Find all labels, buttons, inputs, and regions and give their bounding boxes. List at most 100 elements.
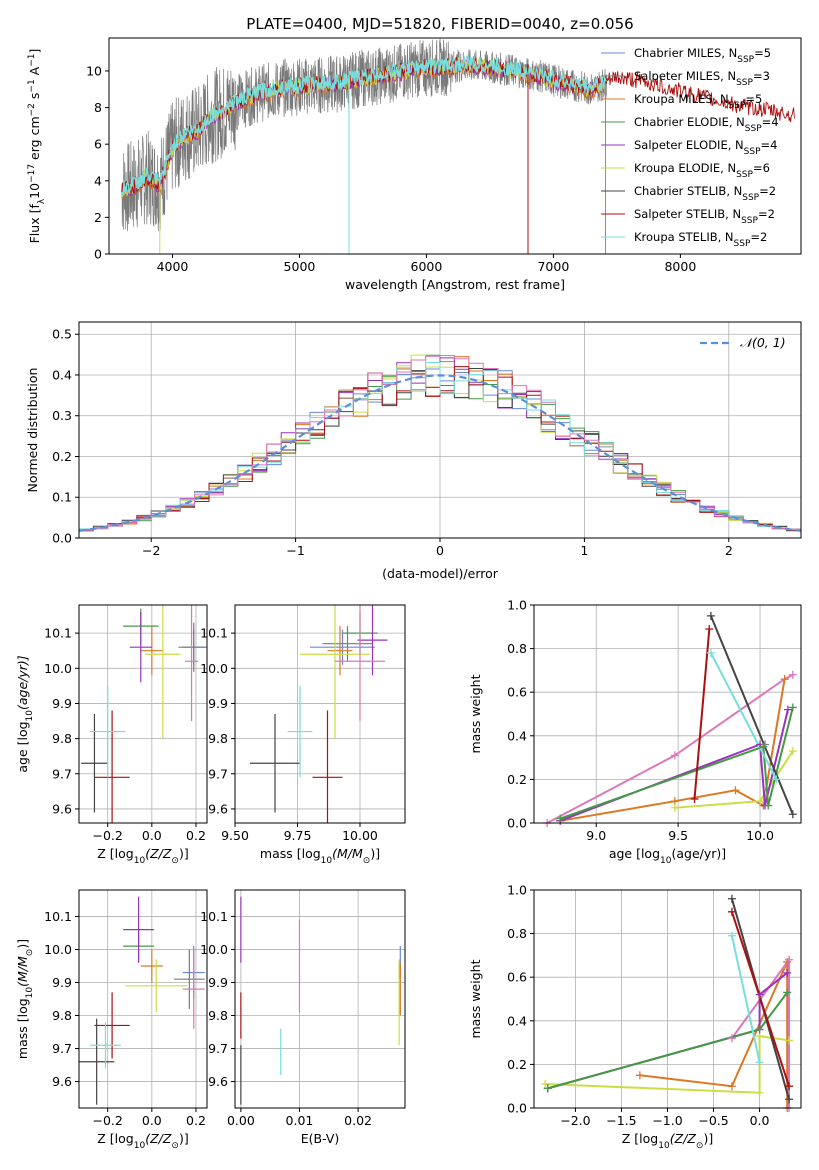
weight-series-line: [559, 707, 794, 820]
weight-point-marker: [756, 797, 765, 806]
residual-histogram: [79, 362, 801, 531]
y-tick-label: 10.0: [200, 661, 228, 676]
x-tick-label: 9.5: [668, 828, 688, 843]
y-tick-label: 10.0: [44, 942, 72, 957]
weight-point-marker: [788, 810, 797, 819]
spectrum-panel: 4000 5000 6000 7000 8000 0 2 4 6 8 10 wavelength [A…: [27, 37, 802, 292]
legend-entry: Chabrier MILES, NSSP=5: [634, 46, 771, 65]
error-bar-point: [300, 605, 370, 739]
ebv-mass-panel: 0.00 0.01 0.02 9.6 9.7 9.8 9.9 10.0 10.1 E(B-V): [200, 889, 406, 1146]
y-tick-label: 9.9: [208, 975, 228, 990]
weight-series-line: [693, 628, 711, 800]
legend-entry: Kroupa STELIB, NSSP=2: [634, 230, 767, 249]
y-tick-label: 4: [94, 173, 102, 188]
error-bar-point: [182, 949, 205, 1029]
error-bar-point: [123, 896, 155, 963]
y-tick-label: 0.5: [52, 327, 72, 342]
x-tick-label: 9.0: [586, 828, 606, 843]
y-tick-label: 2: [94, 210, 102, 225]
x-axis-label: Z [log10(Z/Z⊙)]: [622, 1131, 713, 1151]
weight-point-marker: [788, 670, 797, 679]
x-tick-label: −1: [286, 543, 304, 558]
x-tick-label: 6000: [411, 259, 443, 274]
weight-point-marker: [783, 968, 792, 977]
error-bar-point: [79, 1018, 115, 1105]
y-tick-label: 0.2: [507, 772, 527, 787]
y-tick-label: 0.6: [507, 970, 527, 985]
weight-point-marker: [727, 894, 736, 903]
axes-frame: [533, 604, 802, 824]
x-axis-label: (data-model)/error: [382, 566, 499, 581]
weight-point-marker: [727, 1034, 736, 1043]
x-axis-label: E(B-V): [301, 1131, 340, 1146]
y-tick-label: 10.1: [200, 626, 228, 641]
x-tick-label: 0.0: [142, 828, 162, 843]
y-tick-label: 9.6: [52, 1074, 72, 1089]
legend-entry: Chabrier ELODIE, NSSP=4: [634, 115, 779, 134]
y-tick-label: 0.8: [507, 641, 527, 656]
y-tick-label: 0.2: [52, 449, 72, 464]
x-axis-label: mass [log10(M/M⊙)]: [260, 846, 380, 866]
weight-series-line: [710, 652, 778, 780]
error-bar-point: [129, 612, 152, 683]
weight-age-panel: 9.0 9.5 10.0 0.0 0.2 0.4 0.6 0.8 1.0 age [log10(a…: [468, 598, 802, 866]
weight-point-marker: [670, 803, 679, 812]
weight-point-marker: [785, 1095, 794, 1104]
y-tick-label: 0.0: [507, 816, 527, 831]
error-bar-point: [178, 622, 207, 672]
error-bar-point: [327, 626, 353, 676]
weight-point-marker: [706, 611, 715, 620]
weight-point-marker: [772, 775, 781, 784]
x-tick-label: 5000: [284, 259, 316, 274]
weight-series-line: [546, 673, 794, 823]
x-tick-label: −1.0: [652, 1113, 682, 1128]
model-spectrum: [121, 55, 607, 197]
legend-entry: 𝒩(0, 1): [740, 335, 786, 350]
legend-entry: Kroupa MILES, NSSP=5: [634, 92, 762, 111]
y-tick-label: 9.7: [52, 766, 72, 781]
error-bar-point: [94, 710, 130, 823]
weight-point-marker: [760, 740, 769, 749]
weight-point-marker: [780, 675, 789, 684]
y-axis-label: mass weight: [468, 674, 483, 753]
y-tick-label: 9.9: [52, 975, 72, 990]
z-mass-panel: −0.2 0.0 0.2 9.6 9.7 9.8 9.9 10.0 10.1 Z [log10(Z…: [15, 889, 208, 1151]
weight-point-marker: [785, 1036, 794, 1045]
x-tick-label: 0.2: [186, 828, 206, 843]
weight-point-marker: [785, 1082, 794, 1091]
error-bar-point: [125, 959, 188, 1013]
y-tick-label: 9.8: [208, 1008, 228, 1023]
x-tick-label: 0.01: [286, 1113, 314, 1128]
error-bar-point: [287, 685, 313, 778]
weight-point-marker: [785, 955, 794, 964]
weight-point-marker: [705, 624, 714, 633]
weight-point-marker: [727, 931, 736, 940]
mass-age-panel: 9.50 9.75 10.00 9.6 9.7 9.8 9.9 10.0 10.1 mass [l…: [200, 604, 406, 866]
error-bar-point: [184, 605, 199, 722]
y-tick-label: 10.1: [44, 626, 72, 641]
y-axis-label: mass [log10(M/M⊙)]: [15, 939, 35, 1059]
residual-panel: −2 −1 0 1 2 0.0 0.1 0.2 0.3 0.4 0.5 𝒩(0, 1) (data-mo…: [25, 321, 802, 581]
x-tick-label: −2.0: [560, 1113, 590, 1128]
y-tick-label: 9.9: [208, 696, 228, 711]
weight-series-line: [730, 911, 790, 1087]
legend-entry: Kroupa ELODIE, NSSP=6: [634, 161, 770, 180]
x-tick-label: −0.2: [93, 828, 123, 843]
weight-point-marker: [541, 1080, 550, 1089]
y-tick-label: 0.6: [507, 685, 527, 700]
y-tick-label: 0.0: [52, 531, 72, 546]
y-tick-label: 0.4: [52, 367, 72, 382]
y-tick-label: 10.1: [44, 909, 72, 924]
error-bar-point: [322, 626, 373, 662]
weight-point-marker: [788, 747, 797, 756]
error-bar-point: [140, 949, 163, 983]
y-tick-label: 1.0: [507, 598, 527, 613]
legend-entry: Salpeter ELODIE, NSSP=4: [634, 138, 777, 157]
y-tick-label: 8: [94, 100, 102, 115]
y-tick-label: 0.4: [507, 728, 527, 743]
y-tick-label: 9.6: [52, 801, 72, 816]
error-bar-point: [145, 605, 181, 739]
x-tick-label: −0.2: [93, 1113, 123, 1128]
legend-entry: Salpeter STELIB, NSSP=2: [634, 207, 775, 226]
